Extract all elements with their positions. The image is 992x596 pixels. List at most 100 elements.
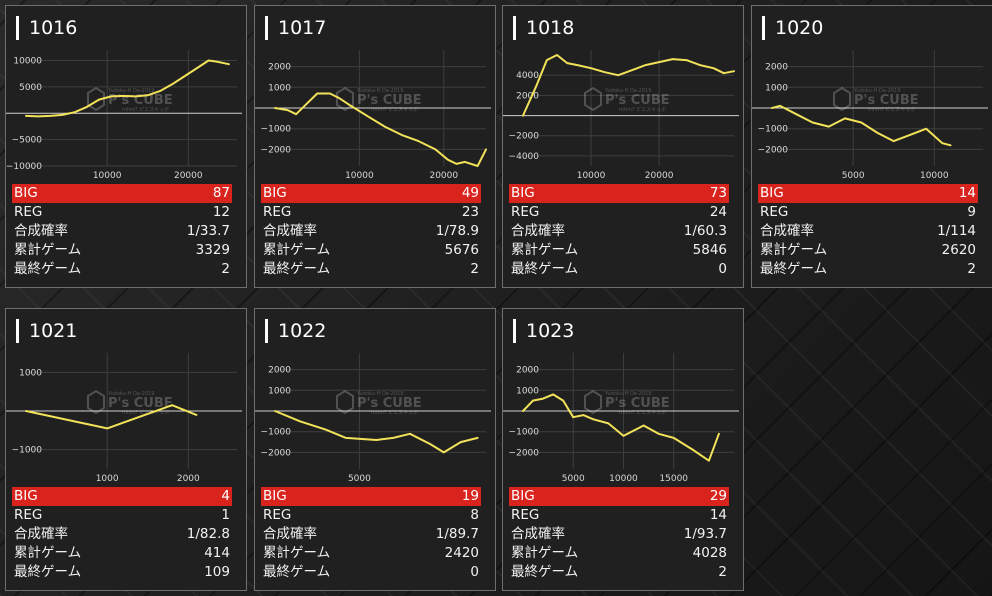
cube-icon — [336, 86, 354, 112]
stat-value: 14 — [958, 185, 976, 201]
stat-value: 9 — [967, 204, 976, 220]
stat-label: REG — [14, 507, 43, 523]
y-tick-label: −2000 — [261, 448, 292, 458]
y-tick-label: −2000 — [509, 448, 540, 458]
stat-value: 1/82.8 — [186, 526, 230, 542]
stat-label: 累計ゲーム — [760, 242, 828, 258]
machine-card[interactable]: 1020 5000 10000 2000 1000 −1000 −2000 Yudoku-H … — [751, 5, 992, 288]
stat-label: REG — [14, 204, 43, 220]
slump-graph: 10000 20000 10000 5000 −5000 −10000 Yudoku-H D… — [6, 50, 242, 181]
x-tick-label: 5000 — [348, 474, 371, 484]
big-count-row: BIG 87 — [12, 184, 232, 203]
machine-card[interactable]: 1023 5000 10000 15000 2000 1000 −1000 −2000 Yudo… — [502, 308, 744, 591]
stat-label: BIG — [511, 488, 535, 504]
stat-value: 24 — [709, 204, 727, 220]
machine-card[interactable]: 1022 5000 2000 1000 −1000 −2000 Yudoku-H Da-20… — [254, 308, 496, 591]
stat-label: 合成確率 — [511, 223, 565, 239]
big-count-row: BIG 19 — [261, 487, 481, 506]
machine-card[interactable]: 1017 10000 20000 2000 1000 −1000 −2000 Yudoku-H… — [254, 5, 496, 288]
stat-label: 累計ゲーム — [511, 242, 579, 258]
slump-line — [274, 92, 487, 167]
stat-value: 5846 — [692, 242, 727, 258]
stat-label: REG — [511, 204, 540, 220]
stat-value: 5676 — [444, 242, 479, 258]
y-tick-label: 2000 — [268, 63, 291, 73]
total-games-row: 累計ゲーム 2420 — [261, 544, 481, 563]
svg-text:P's CUBE: P's CUBE — [357, 396, 422, 411]
total-games-row: 累計ゲーム 414 — [12, 544, 232, 563]
slump-graph: 10000 20000 4000 2000 −2000 −4000 Yudoku-H Da-… — [503, 50, 739, 181]
last-games-row: 最終ゲーム 109 — [12, 563, 232, 582]
svg-text:P's CUBE: P's CUBE — [605, 396, 670, 411]
svg-text:Yudoku-H Da-2019: Yudoku-H Da-2019 — [604, 88, 651, 94]
machine-card[interactable]: 1016 10000 20000 10000 5000 −5000 −10000 Yudoku… — [5, 5, 247, 288]
slump-line — [25, 404, 198, 430]
x-tick-label: 2000 — [177, 474, 200, 484]
stat-value: 12 — [212, 204, 230, 220]
svg-text:mhm? ピエスキュボ: mhm? ピエスキュボ — [371, 409, 418, 416]
stat-label: REG — [263, 204, 292, 220]
stat-label: REG — [511, 507, 540, 523]
stat-value: 23 — [461, 204, 479, 220]
y-tick-label: 1000 — [19, 368, 42, 378]
slump-line — [25, 59, 230, 118]
stat-value: 19 — [461, 488, 479, 504]
stat-label: BIG — [760, 185, 784, 201]
y-tick-label: −1000 — [12, 446, 43, 456]
reg-count-row: REG 14 — [509, 506, 729, 525]
stat-label: 最終ゲーム — [14, 564, 82, 580]
svg-text:mhm? ピエスキュボ: mhm? ピエスキュボ — [619, 409, 666, 416]
stat-value: 2 — [221, 261, 230, 277]
cube-icon — [87, 389, 105, 415]
machine-number: 1023 — [513, 319, 574, 343]
stat-value: 1/60.3 — [683, 223, 727, 239]
slump-line — [522, 54, 735, 117]
y-tick-label: 1000 — [268, 83, 291, 93]
stat-value: 1 — [221, 507, 230, 523]
y-tick-label: 10000 — [13, 57, 42, 67]
machine-number: 1018 — [513, 16, 574, 40]
svg-text:mhm? ピエスキュボ: mhm? ピエスキュボ — [371, 106, 418, 113]
reg-count-row: REG 1 — [12, 506, 232, 525]
stat-label: 最終ゲーム — [14, 261, 82, 277]
x-tick-label: 5000 — [562, 474, 585, 484]
machine-card[interactable]: 1018 10000 20000 4000 2000 −2000 −4000 Yudoku-H… — [502, 5, 744, 288]
stat-label: 最終ゲーム — [511, 261, 579, 277]
svg-text:Yudoku-H Da-2019: Yudoku-H Da-2019 — [356, 391, 403, 397]
machine-number: 1021 — [16, 319, 77, 343]
stat-value: 8 — [470, 507, 479, 523]
y-tick-label: 4000 — [516, 71, 539, 81]
stat-value: 414 — [204, 545, 230, 561]
stat-value: 29 — [709, 488, 727, 504]
big-count-row: BIG 29 — [509, 487, 729, 506]
x-tick-label: 20000 — [645, 171, 674, 181]
svg-text:P's CUBE: P's CUBE — [605, 93, 670, 108]
x-tick-label: 20000 — [174, 171, 203, 181]
last-games-row: 最終ゲーム 0 — [261, 563, 481, 582]
reg-count-row: REG 24 — [509, 203, 729, 222]
machine-number: 1017 — [265, 16, 326, 40]
stat-label: REG — [760, 204, 789, 220]
cube-icon — [87, 86, 105, 112]
svg-text:P's CUBE: P's CUBE — [357, 93, 422, 108]
total-games-row: 累計ゲーム 5676 — [261, 241, 481, 260]
svg-text:mhm? ピエスキュボ: mhm? ピエスキュボ — [868, 106, 915, 113]
machine-card[interactable]: 1021 1000 2000 1000 −1000 Yudoku-H Da-2019 P's… — [5, 308, 247, 591]
svg-text:Yudoku-H Da-2019: Yudoku-H Da-2019 — [853, 88, 900, 94]
svg-text:P's CUBE: P's CUBE — [108, 396, 173, 411]
big-count-row: BIG 73 — [509, 184, 729, 203]
stats-table: BIG 4 REG 1 合成確率 1/82.8 累計ゲーム 414 最終ゲーム 109 — [12, 487, 232, 582]
stat-value: 2620 — [941, 242, 976, 258]
stat-label: 累計ゲーム — [263, 545, 331, 561]
last-games-row: 最終ゲーム 0 — [509, 260, 729, 279]
stat-label: 累計ゲーム — [263, 242, 331, 258]
combined-rate-row: 合成確率 1/33.7 — [12, 222, 232, 241]
stat-value: 87 — [212, 185, 230, 201]
cube-icon — [584, 389, 602, 415]
stat-label: BIG — [263, 488, 287, 504]
stat-label: 合成確率 — [263, 223, 317, 239]
